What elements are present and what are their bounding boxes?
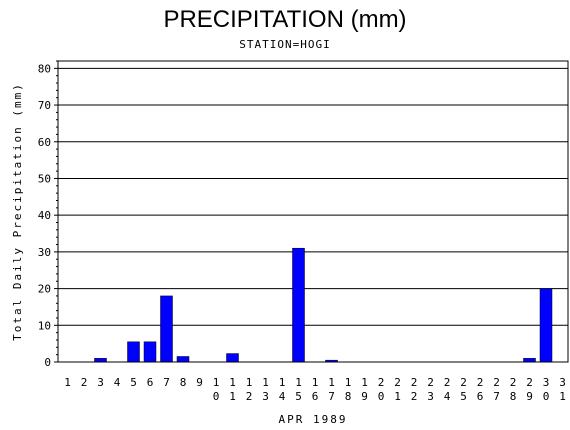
x-axis: 1 2 3 4 5 6 7 8 9 1 01 11 21 31 41 51 61 71 81 92 02 12 22 32 42…	[64, 376, 566, 403]
chart-title: PRECIPITATION (mm)	[163, 6, 407, 33]
x-tick-label: 6	[147, 376, 154, 389]
x-tick-label: 7	[163, 376, 170, 389]
x-tick-label: 3	[97, 376, 104, 389]
y-tick-label: 0	[44, 356, 51, 369]
plot-frame	[57, 60, 569, 363]
bar	[127, 341, 140, 363]
x-tick-label: 9	[196, 376, 203, 389]
y-tick-label: 20	[38, 283, 51, 296]
y-tick-label: 60	[38, 136, 51, 149]
x-tick-label: 5	[130, 376, 137, 389]
x-tick-label: 2	[81, 376, 88, 389]
bar	[94, 358, 107, 363]
gridlines	[58, 67, 568, 326]
y-tick-label: 50	[38, 172, 51, 185]
bar	[539, 288, 553, 363]
x-axis-title: APR 1989	[279, 413, 348, 426]
bar	[160, 295, 173, 363]
x-tick-label: 4	[114, 376, 121, 389]
bar	[523, 358, 536, 363]
y-tick-label: 40	[38, 209, 51, 222]
bar	[292, 247, 305, 363]
bar	[176, 356, 190, 363]
bar	[226, 353, 239, 363]
x-tick-label: 8	[180, 376, 187, 389]
y-axis: 0 10 20 30 40 50 60 70 80	[38, 60, 58, 369]
chart-subtitle: STATION=HOGI	[239, 38, 331, 51]
y-tick-label: 30	[38, 246, 51, 259]
y-axis-title: Total Daily Precipitation (mm)	[11, 82, 24, 341]
bars	[94, 247, 553, 363]
bar	[143, 341, 157, 363]
x-tick-label: 1	[64, 376, 71, 389]
y-tick-label: 10	[38, 319, 51, 332]
y-tick-label: 80	[38, 62, 51, 75]
y-tick-label: 70	[38, 99, 51, 112]
